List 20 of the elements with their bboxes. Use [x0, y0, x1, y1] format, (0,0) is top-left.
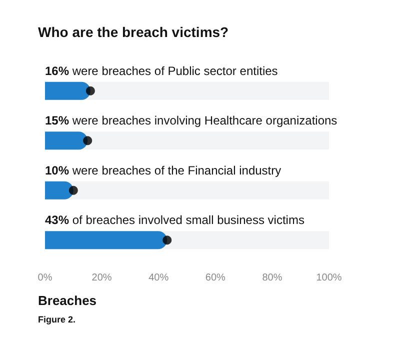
x-tick-label: 40% — [148, 272, 169, 284]
x-tick-label: 60% — [205, 272, 226, 284]
x-axis-title: Breaches — [38, 293, 97, 308]
point — [86, 86, 95, 96]
y-tick-label: 15% were breaches involving Healthcare organizations — [45, 114, 338, 128]
x-tick-label: 0% — [38, 272, 52, 284]
x-tick-label: 80% — [262, 272, 282, 284]
bar — [45, 132, 88, 150]
y-tick-label: 10% were breaches of the Financial industry — [45, 163, 282, 178]
x-tick-label: 100% — [316, 272, 342, 284]
y-tick-label: 43% of breaches involved small business victims — [45, 213, 304, 228]
bar — [45, 82, 90, 100]
bar — [45, 181, 74, 200]
point — [162, 236, 172, 245]
caption: Figure 2. — [38, 314, 76, 324]
x-tick-label: 20% — [92, 272, 112, 284]
point — [68, 186, 78, 195]
y-tick-label: 16% were breaches of Public sector entities — [45, 64, 278, 78]
point — [83, 136, 92, 146]
chart-title: Who are the breach victims? — [38, 24, 229, 40]
